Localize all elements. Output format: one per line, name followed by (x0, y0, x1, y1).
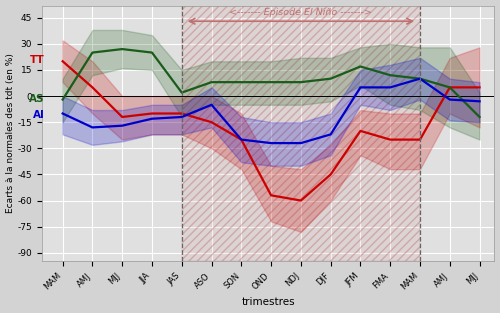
Text: AI: AI (33, 110, 45, 120)
Text: AS: AS (30, 94, 45, 104)
Bar (182, 6, 420, 261)
Y-axis label: Ecarts à la normales des tdt (en %): Ecarts à la normales des tdt (en %) (6, 54, 15, 213)
X-axis label: trimestres: trimestres (242, 297, 295, 307)
Bar (182, 6, 420, 261)
Text: <------- Episode El Niño ------->: <------- Episode El Niño -------> (230, 8, 372, 17)
Text: TT: TT (30, 55, 45, 65)
